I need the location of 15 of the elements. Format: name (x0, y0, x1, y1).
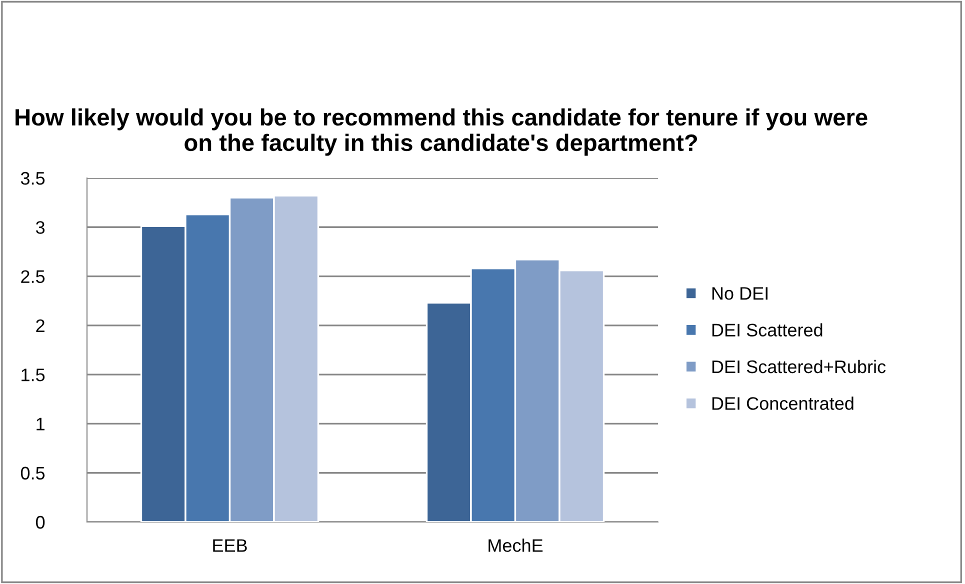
legend-label: DEI Scattered+Rubric (712, 360, 886, 374)
y-tick-label: 3 (36, 221, 45, 234)
legend-label: DEI Concentrated (712, 396, 854, 410)
legend-label: No DEI (712, 287, 768, 300)
y-tick-label: 1.5 (22, 368, 45, 382)
x-tick-label: EEB (213, 539, 247, 552)
chart-title: How likely would you be to recommend this candidate for tenure if you were on the faculty in this candidate's department? (16, 108, 868, 156)
y-tick-label: 1 (36, 418, 44, 430)
legend-label: DEI Scattered (712, 323, 822, 336)
y-tick-label: 3.5 (20, 172, 45, 185)
y-tick-label: 0.5 (20, 466, 45, 480)
y-tick-label: 0 (36, 516, 45, 529)
x-tick-label: MechE (488, 538, 543, 552)
y-tick-label: 2.5 (21, 270, 45, 284)
y-tick-label: 2 (36, 319, 44, 332)
